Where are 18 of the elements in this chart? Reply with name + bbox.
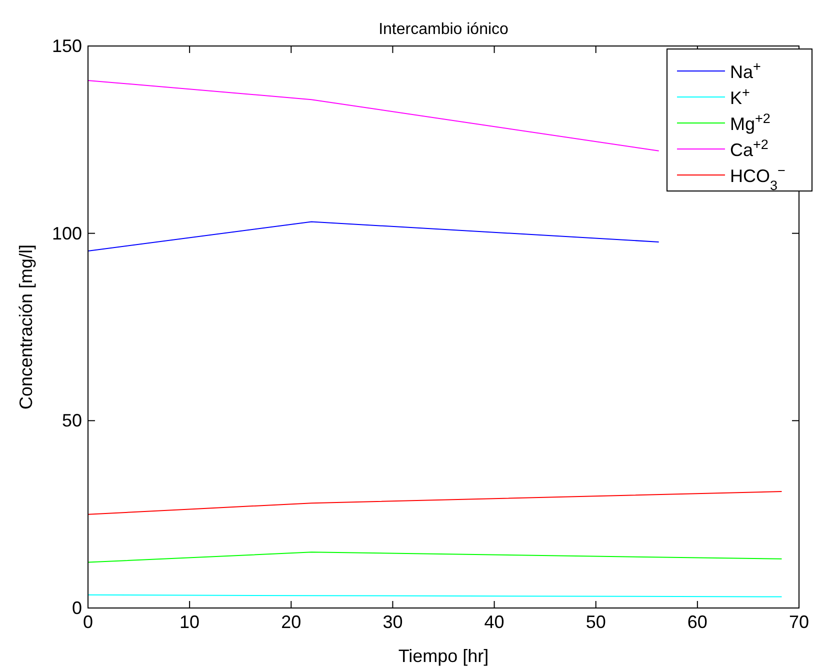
legend-label: Ca$^{+2}$ xyxy=(730,136,768,160)
x-tick-label: 40 xyxy=(484,612,504,632)
x-tick-label: 60 xyxy=(687,612,708,632)
legend-label: K$^{+}$ xyxy=(730,84,750,108)
x-tick-label: 50 xyxy=(586,612,606,632)
x-tick-label: 20 xyxy=(281,612,302,632)
y-axis-title: Concentración [mg/l] xyxy=(16,244,36,410)
legend-label: Na$^{+}$ xyxy=(730,58,762,82)
x-axis-title: Tiempo [hr] xyxy=(398,646,489,666)
y-tick-label: 100 xyxy=(52,223,82,244)
x-tick-label: 10 xyxy=(180,612,200,632)
y-tick-label: 50 xyxy=(62,410,82,431)
legend-label: Mg$^{+2}$ xyxy=(730,110,770,134)
x-tick-label: 70 xyxy=(788,612,810,632)
chart-title: Intercambio iónico xyxy=(378,21,509,38)
y-tick-label: 0 xyxy=(72,598,82,618)
x-tick-label: 30 xyxy=(382,612,403,632)
y-tick-label: 150 xyxy=(52,36,82,56)
